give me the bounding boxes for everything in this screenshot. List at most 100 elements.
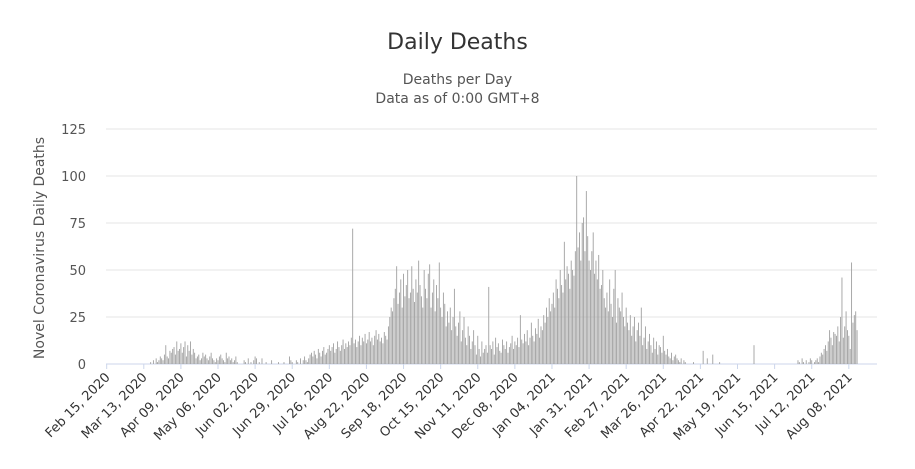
bar[interactable]: [196, 356, 198, 364]
bar[interactable]: [398, 292, 400, 364]
bar[interactable]: [300, 358, 301, 364]
bar[interactable]: [387, 326, 389, 364]
bar[interactable]: [841, 277, 843, 364]
bar[interactable]: [452, 317, 454, 364]
bar[interactable]: [419, 285, 421, 364]
bar[interactable]: [562, 292, 564, 364]
bar[interactable]: [614, 270, 616, 364]
bar[interactable]: [357, 341, 359, 364]
bar[interactable]: [319, 352, 321, 364]
bar[interactable]: [430, 307, 432, 364]
bar[interactable]: [607, 311, 609, 364]
bar[interactable]: [209, 356, 211, 364]
bar[interactable]: [518, 347, 520, 364]
bar[interactable]: [643, 337, 645, 364]
bar[interactable]: [203, 356, 205, 364]
bar[interactable]: [464, 337, 466, 364]
bar[interactable]: [480, 356, 481, 364]
bar[interactable]: [304, 356, 306, 364]
bar[interactable]: [540, 326, 542, 364]
bar[interactable]: [372, 345, 374, 364]
bar[interactable]: [627, 322, 629, 364]
bar[interactable]: [522, 343, 524, 364]
bar[interactable]: [618, 307, 620, 364]
bar[interactable]: [180, 343, 182, 364]
bar[interactable]: [383, 332, 385, 364]
bar[interactable]: [231, 358, 233, 364]
bar[interactable]: [654, 348, 656, 364]
bar[interactable]: [517, 337, 519, 364]
bar[interactable]: [381, 337, 382, 364]
bar[interactable]: [470, 348, 472, 364]
bar[interactable]: [541, 330, 543, 364]
bar[interactable]: [323, 347, 325, 364]
bar[interactable]: [409, 292, 411, 364]
bar[interactable]: [295, 360, 297, 364]
bar[interactable]: [342, 339, 344, 364]
bar[interactable]: [489, 345, 491, 364]
bar[interactable]: [420, 296, 422, 364]
bar[interactable]: [834, 333, 836, 364]
bar[interactable]: [221, 358, 223, 364]
bar[interactable]: [552, 292, 554, 364]
bar[interactable]: [192, 348, 194, 364]
bar[interactable]: [650, 345, 652, 364]
bar[interactable]: [547, 317, 549, 364]
bar[interactable]: [408, 298, 410, 364]
bar[interactable]: [493, 354, 495, 364]
bar[interactable]: [811, 360, 813, 364]
bar[interactable]: [658, 345, 660, 364]
bar[interactable]: [371, 337, 373, 364]
bar[interactable]: [797, 360, 799, 364]
bar[interactable]: [466, 345, 468, 364]
bar[interactable]: [202, 352, 204, 364]
bar[interactable]: [625, 307, 627, 364]
bar[interactable]: [510, 343, 512, 364]
bar[interactable]: [429, 264, 431, 364]
bar[interactable]: [528, 345, 530, 364]
bar[interactable]: [587, 236, 589, 364]
bar[interactable]: [825, 345, 826, 364]
bar[interactable]: [495, 337, 497, 364]
bar[interactable]: [579, 232, 580, 364]
bar[interactable]: [256, 358, 257, 364]
bar[interactable]: [195, 358, 197, 364]
bar[interactable]: [573, 275, 575, 364]
bar[interactable]: [569, 288, 571, 364]
bar[interactable]: [297, 362, 299, 364]
bar[interactable]: [216, 358, 218, 364]
bar[interactable]: [631, 335, 633, 364]
bar[interactable]: [467, 326, 469, 364]
bar[interactable]: [415, 279, 417, 364]
bar[interactable]: [838, 341, 840, 364]
bar[interactable]: [348, 341, 350, 364]
bar[interactable]: [234, 360, 235, 364]
bar[interactable]: [677, 360, 679, 364]
bar[interactable]: [243, 360, 245, 364]
bar[interactable]: [330, 350, 332, 364]
bar[interactable]: [213, 360, 215, 364]
bar[interactable]: [588, 260, 590, 364]
bar[interactable]: [508, 347, 510, 364]
bar[interactable]: [684, 362, 686, 364]
bar[interactable]: [206, 358, 208, 364]
bar[interactable]: [664, 350, 666, 364]
bar[interactable]: [679, 362, 681, 364]
bar[interactable]: [555, 279, 557, 364]
bar[interactable]: [474, 345, 476, 364]
bar[interactable]: [500, 352, 502, 364]
bar[interactable]: [477, 335, 479, 364]
bar[interactable]: [174, 354, 176, 364]
bar[interactable]: [833, 332, 835, 364]
bar[interactable]: [161, 358, 163, 364]
bar[interactable]: [168, 358, 169, 364]
bar[interactable]: [565, 279, 567, 364]
bar[interactable]: [423, 270, 425, 364]
bar[interactable]: [544, 322, 546, 364]
bar[interactable]: [830, 337, 832, 364]
bar[interactable]: [644, 326, 646, 364]
bar[interactable]: [253, 360, 255, 364]
bar[interactable]: [671, 352, 672, 364]
bar[interactable]: [820, 352, 822, 364]
bar[interactable]: [378, 333, 380, 364]
